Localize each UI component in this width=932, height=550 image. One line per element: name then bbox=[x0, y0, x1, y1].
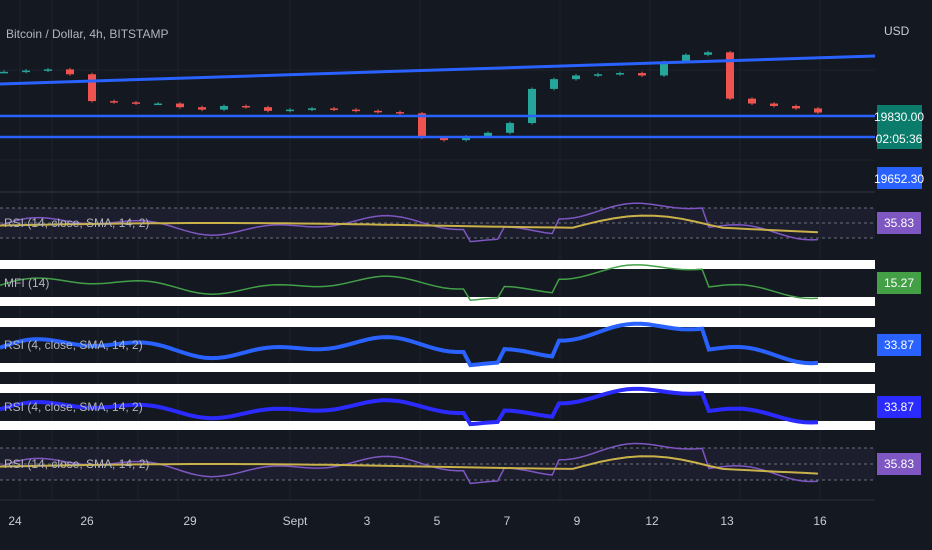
level-price-badge bbox=[877, 167, 922, 189]
candle bbox=[770, 103, 778, 106]
time-axis-label: 7 bbox=[504, 514, 511, 528]
candle bbox=[176, 103, 184, 108]
indicator-line bbox=[0, 202, 819, 243]
candle bbox=[352, 109, 360, 112]
level-price: 19652.30 bbox=[874, 172, 924, 186]
candle bbox=[506, 123, 514, 133]
time-axis[interactable]: 24 26 29 Sept 3 5 7 9 12 13 16 bbox=[0, 499, 875, 528]
bar-countdown: 02:05:36 bbox=[876, 132, 923, 146]
candle bbox=[792, 105, 800, 109]
indicator-line bbox=[0, 386, 819, 427]
candle bbox=[374, 110, 382, 113]
candle bbox=[154, 103, 162, 106]
indicator-label: RSI (14, close, SMA, 14, 2) bbox=[4, 216, 149, 230]
indicator-label: RSI (14, close, SMA, 14, 2) bbox=[4, 457, 149, 471]
candle bbox=[550, 79, 558, 89]
candle bbox=[198, 107, 206, 110]
candle bbox=[88, 74, 96, 102]
overlay-white-bar bbox=[0, 421, 875, 430]
candle bbox=[330, 108, 338, 110]
indicator-pane[interactable]: RSI (4, close, SMA, 14, 2) 33.87 bbox=[0, 318, 921, 372]
indicator-label: RSI (4, close, SMA, 14, 2) bbox=[4, 400, 143, 414]
time-axis-label: 24 bbox=[8, 514, 22, 528]
time-axis-label: 16 bbox=[813, 514, 827, 528]
candle bbox=[308, 108, 316, 110]
trendline-rising bbox=[0, 54, 876, 86]
last-price: 19830.00 bbox=[874, 110, 924, 124]
indicator-signal-line bbox=[0, 455, 819, 475]
candle bbox=[814, 108, 822, 113]
candle bbox=[0, 71, 8, 74]
candle bbox=[22, 70, 30, 73]
indicator-pane[interactable]: RSI (14, close, SMA, 14, 2) 35.83 bbox=[0, 202, 921, 243]
candle bbox=[572, 75, 580, 80]
candle bbox=[682, 54, 690, 63]
time-axis-label: 9 bbox=[574, 514, 581, 528]
overlay-white-bar bbox=[0, 318, 875, 327]
indicator-pane[interactable]: MFI (14) 15.27 bbox=[0, 260, 921, 306]
candle bbox=[220, 105, 228, 110]
indicator-value-badge bbox=[877, 396, 921, 418]
overlay-white-bar bbox=[0, 260, 875, 269]
indicator-value-badge bbox=[877, 272, 921, 294]
overlay-white-bar bbox=[0, 384, 875, 393]
indicator-line bbox=[0, 321, 819, 368]
candle bbox=[264, 107, 272, 111]
indicator-panes[interactable]: RSI (14, close, SMA, 14, 2) 35.83 MFI (14)… bbox=[0, 202, 921, 485]
indicator-line bbox=[0, 264, 819, 301]
candle bbox=[110, 101, 118, 103]
overlay-white-bar bbox=[0, 297, 875, 306]
indicator-pane[interactable]: RSI (4, close, SMA, 14, 2) 33.87 bbox=[0, 384, 921, 430]
candle bbox=[748, 98, 756, 104]
candle bbox=[594, 74, 602, 76]
time-axis-label: Sept bbox=[283, 514, 308, 528]
indicator-label: RSI (4, close, SMA, 14, 2) bbox=[4, 338, 143, 352]
candle bbox=[396, 112, 404, 114]
indicator-value: 35.83 bbox=[884, 457, 914, 471]
last-price-badge bbox=[877, 105, 922, 127]
indicator-signal-line bbox=[0, 214, 819, 234]
time-axis-label: 26 bbox=[80, 514, 94, 528]
indicator-value: 35.83 bbox=[884, 216, 914, 230]
indicator-value: 15.27 bbox=[884, 276, 914, 290]
candle bbox=[440, 137, 448, 141]
candle bbox=[242, 105, 250, 108]
indicator-value: 33.87 bbox=[884, 400, 914, 414]
candle bbox=[638, 73, 646, 76]
currency-label[interactable]: USD bbox=[884, 24, 910, 38]
candle bbox=[418, 113, 426, 138]
candle bbox=[286, 109, 294, 112]
price-scale[interactable]: 19830.00 02:05:36 19652.30 bbox=[874, 105, 924, 189]
indicator-value-badge bbox=[877, 212, 921, 234]
grid bbox=[0, 0, 875, 500]
candle bbox=[462, 136, 470, 141]
indicator-value-badge bbox=[877, 334, 921, 356]
indicator-value: 33.87 bbox=[884, 338, 914, 352]
time-axis-label: 5 bbox=[434, 514, 441, 528]
indicator-line bbox=[0, 442, 819, 485]
symbol-title: Bitcoin / Dollar, 4h, BITSTAMP bbox=[6, 27, 169, 41]
indicator-pane[interactable]: RSI (14, close, SMA, 14, 2) 35.83 bbox=[0, 442, 921, 485]
indicator-label: MFI (14) bbox=[4, 276, 49, 290]
candle bbox=[44, 69, 52, 71]
candle bbox=[132, 102, 140, 104]
time-axis-label: 12 bbox=[645, 514, 659, 528]
price-pane[interactable] bbox=[0, 50, 876, 193]
time-axis-label: 13 bbox=[720, 514, 734, 528]
indicator-value-badge bbox=[877, 453, 921, 475]
candle bbox=[660, 62, 668, 76]
candle bbox=[528, 88, 536, 124]
time-axis-label: 29 bbox=[183, 514, 197, 528]
time-axis-label: 3 bbox=[364, 514, 371, 528]
candle bbox=[484, 132, 492, 137]
bar-countdown-badge bbox=[877, 127, 922, 149]
candle bbox=[616, 73, 624, 75]
candle bbox=[704, 52, 712, 55]
candle bbox=[66, 69, 74, 75]
candle bbox=[726, 52, 734, 99]
overlay-white-bar bbox=[0, 363, 875, 372]
